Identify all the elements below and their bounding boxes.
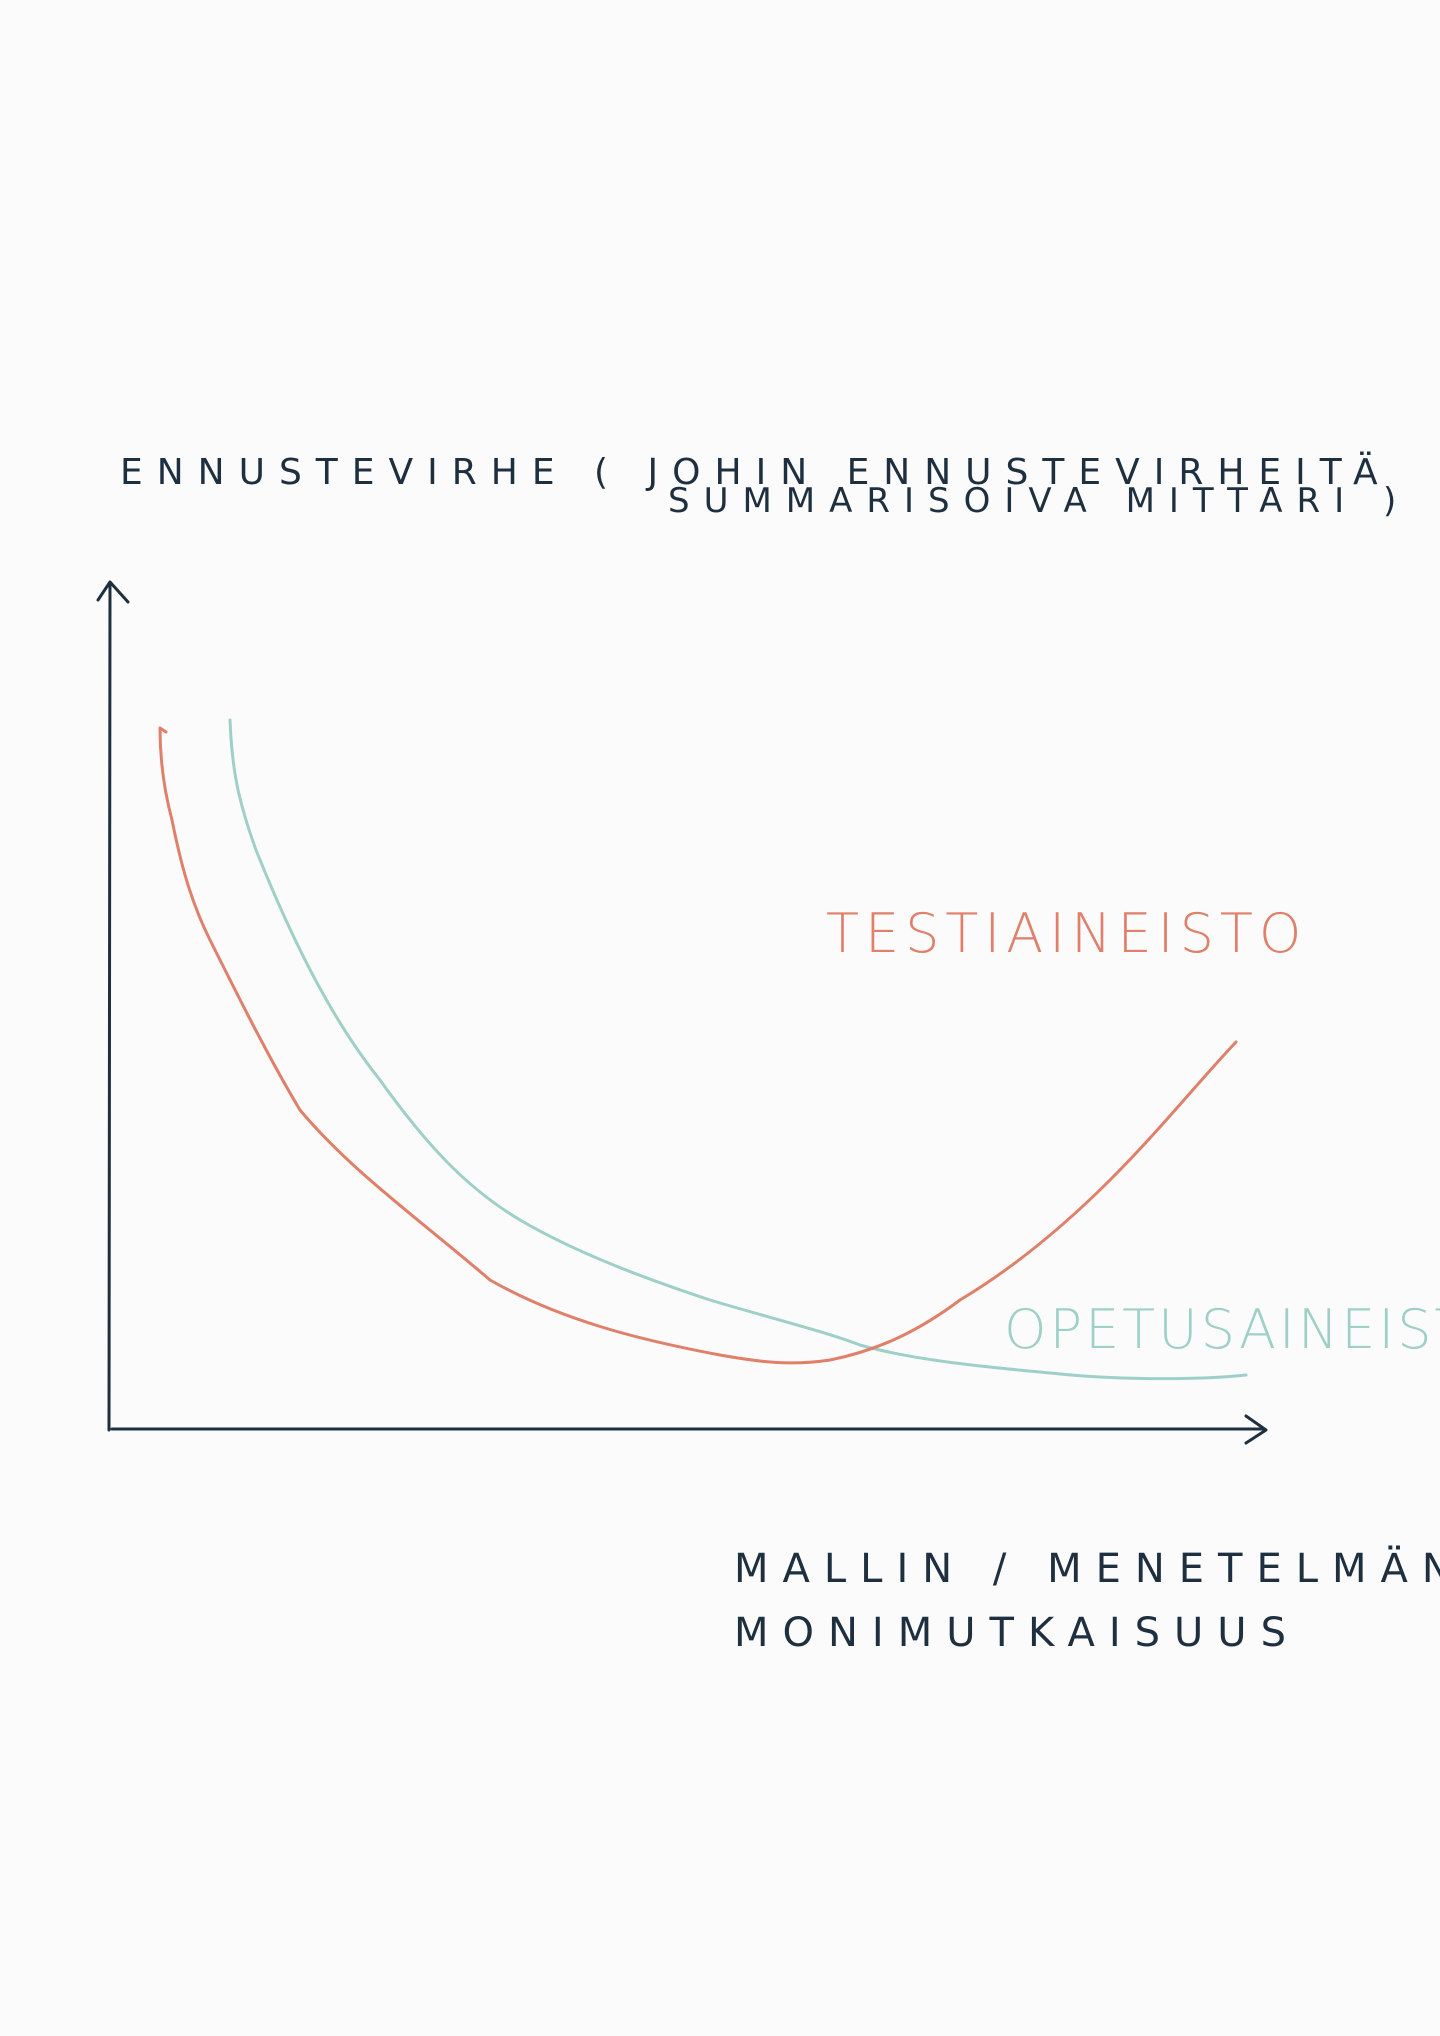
x-axis-label-line1: MALLIN / MENETELMÄN	[734, 1544, 1440, 1592]
axes	[96, 580, 1268, 1445]
train-curve-label: OPETUSAINEISTO	[1004, 1298, 1440, 1361]
y-axis-label-line2: SUMMARISOIVA MITTARI )	[668, 481, 1410, 521]
y-axis-arrowhead	[96, 580, 130, 604]
train-curve	[228, 718, 1248, 1381]
x-axis-label-line2: MONIMUTKAISUUS	[734, 1610, 1300, 1656]
x-axis-arrowhead	[1244, 1414, 1268, 1445]
test-curve-label: TESTIAINEISTO	[826, 902, 1307, 965]
y-axis-label-line1: ENNUSTEVIRHE ( JOHIN ENNUSTEVIRHEITÄ	[120, 451, 1392, 493]
y-axis-line	[107, 582, 112, 1432]
test-curve	[158, 726, 1238, 1365]
